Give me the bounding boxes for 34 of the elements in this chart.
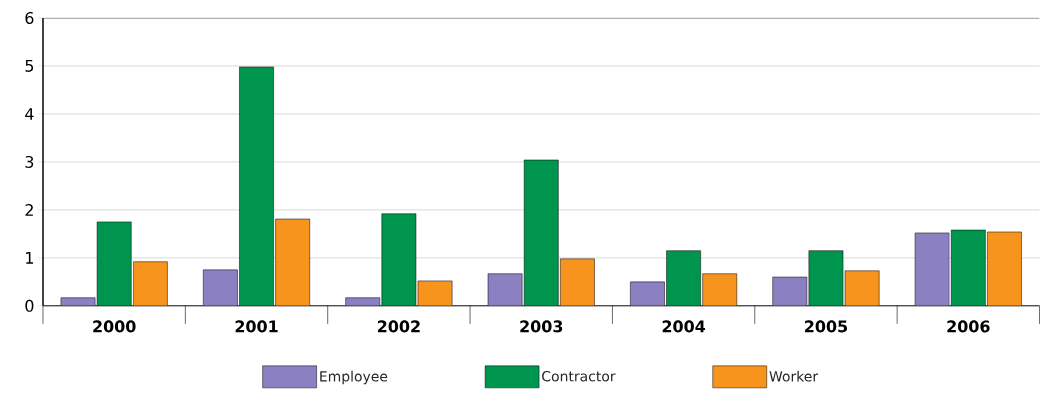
bar [275, 218, 311, 306]
x-tick-label: 2005 [805, 320, 848, 333]
y-tick-label: 0 [25, 299, 34, 312]
bar [560, 258, 595, 306]
y-tick-label: 6 [25, 12, 34, 25]
x-tick-label: 2006 [947, 320, 990, 333]
bar [987, 231, 1022, 306]
legend-label: Worker [769, 370, 819, 382]
bar [844, 270, 880, 306]
y-tick-label: 2 [25, 204, 33, 216]
y-tick-label: 1 [26, 252, 34, 264]
bar [950, 229, 986, 306]
bar [133, 261, 168, 306]
bar [96, 221, 132, 306]
y-tick-label: 4 [25, 108, 34, 120]
x-tick-label: 2001 [235, 320, 278, 333]
bar [239, 66, 274, 306]
bar [808, 250, 844, 306]
x-tick-label: 2003 [520, 320, 563, 333]
bar [487, 273, 523, 306]
y-tick-label: 3 [25, 155, 34, 169]
bar [666, 250, 701, 306]
bar [772, 276, 808, 306]
x-tick-label: 2002 [377, 320, 420, 333]
bar [381, 213, 417, 306]
bar [914, 232, 950, 306]
bar [523, 159, 559, 306]
bar [702, 273, 738, 306]
y-tick-label: 5 [25, 60, 34, 72]
legend-label: Contractor [542, 371, 616, 382]
x-tick-label: 2000 [93, 320, 136, 333]
x-tick-label: 2004 [662, 320, 706, 333]
legend-label: Employee [320, 370, 388, 385]
bar [203, 269, 238, 306]
